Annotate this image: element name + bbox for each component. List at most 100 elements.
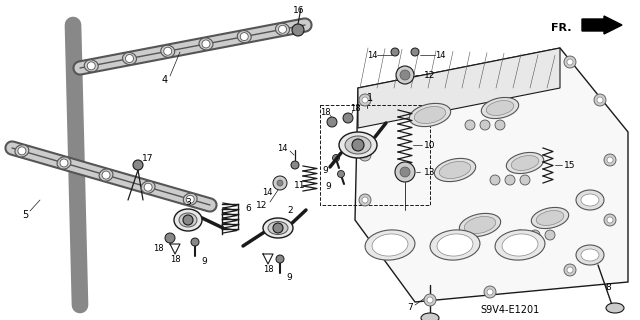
Circle shape (240, 33, 248, 41)
Circle shape (352, 139, 364, 151)
Circle shape (164, 47, 172, 55)
Text: 9: 9 (286, 274, 292, 283)
Circle shape (391, 48, 399, 56)
Ellipse shape (174, 209, 202, 231)
Ellipse shape (414, 107, 445, 124)
Text: 13: 13 (424, 167, 436, 177)
Ellipse shape (161, 45, 175, 57)
Circle shape (273, 176, 287, 190)
Circle shape (597, 97, 603, 103)
Circle shape (362, 152, 368, 158)
Circle shape (484, 286, 496, 298)
Ellipse shape (183, 193, 197, 205)
Circle shape (202, 40, 210, 48)
Text: 9: 9 (325, 181, 331, 190)
Ellipse shape (57, 157, 71, 169)
Circle shape (327, 117, 337, 127)
Ellipse shape (581, 194, 599, 206)
Text: 18: 18 (153, 244, 163, 252)
Ellipse shape (122, 52, 136, 65)
Ellipse shape (437, 234, 473, 256)
Text: 18: 18 (262, 266, 273, 275)
Circle shape (18, 147, 26, 155)
Circle shape (594, 94, 606, 106)
Circle shape (191, 238, 199, 246)
Ellipse shape (439, 162, 471, 179)
Circle shape (411, 48, 419, 56)
Ellipse shape (268, 221, 288, 235)
Text: 14: 14 (262, 188, 272, 196)
Circle shape (273, 223, 283, 233)
Ellipse shape (15, 145, 29, 157)
Circle shape (564, 264, 576, 276)
Ellipse shape (460, 213, 500, 236)
Ellipse shape (435, 158, 476, 182)
Polygon shape (355, 48, 628, 302)
Circle shape (400, 167, 410, 177)
Circle shape (427, 297, 433, 303)
Circle shape (487, 289, 493, 295)
Ellipse shape (495, 230, 545, 260)
Ellipse shape (576, 245, 604, 265)
Circle shape (133, 160, 143, 170)
Circle shape (567, 267, 573, 273)
Ellipse shape (339, 132, 377, 158)
Circle shape (465, 120, 475, 130)
Circle shape (400, 70, 410, 80)
Circle shape (520, 175, 530, 185)
Circle shape (337, 171, 344, 178)
Circle shape (165, 233, 175, 243)
Text: 14: 14 (435, 51, 445, 60)
Ellipse shape (486, 100, 514, 116)
Circle shape (564, 56, 576, 68)
Text: 11: 11 (294, 180, 306, 189)
Ellipse shape (421, 313, 439, 320)
Ellipse shape (464, 217, 496, 234)
Circle shape (292, 24, 304, 36)
Circle shape (607, 157, 613, 163)
Ellipse shape (576, 190, 604, 210)
Ellipse shape (199, 38, 213, 50)
Ellipse shape (581, 249, 599, 261)
Text: 1: 1 (367, 93, 373, 103)
Ellipse shape (606, 303, 624, 313)
Circle shape (343, 113, 353, 123)
Circle shape (60, 159, 68, 167)
Text: 14: 14 (276, 143, 287, 153)
Circle shape (291, 161, 299, 169)
Circle shape (87, 62, 95, 70)
Circle shape (567, 59, 573, 65)
Ellipse shape (345, 136, 371, 154)
Circle shape (278, 25, 287, 33)
Text: 18: 18 (320, 108, 330, 116)
Circle shape (125, 54, 134, 62)
Ellipse shape (365, 230, 415, 260)
Text: 15: 15 (564, 161, 576, 170)
Text: 12: 12 (256, 201, 268, 210)
Text: 6: 6 (245, 204, 251, 212)
Circle shape (515, 230, 525, 240)
Text: 10: 10 (424, 140, 436, 149)
Circle shape (276, 255, 284, 263)
Circle shape (604, 154, 616, 166)
Text: 8: 8 (605, 284, 611, 292)
Circle shape (359, 194, 371, 206)
Text: 14: 14 (367, 51, 377, 60)
Circle shape (604, 214, 616, 226)
Circle shape (505, 175, 515, 185)
Ellipse shape (410, 103, 451, 127)
Ellipse shape (511, 156, 539, 171)
Ellipse shape (141, 181, 155, 193)
Text: 9: 9 (322, 165, 328, 174)
Circle shape (183, 215, 193, 225)
Text: 5: 5 (22, 210, 28, 220)
Ellipse shape (276, 23, 289, 35)
Ellipse shape (372, 234, 408, 256)
Circle shape (395, 162, 415, 182)
Ellipse shape (481, 98, 518, 118)
Text: 2: 2 (287, 205, 293, 214)
Text: 17: 17 (142, 154, 154, 163)
Circle shape (359, 149, 371, 161)
Circle shape (490, 175, 500, 185)
Circle shape (607, 217, 613, 223)
